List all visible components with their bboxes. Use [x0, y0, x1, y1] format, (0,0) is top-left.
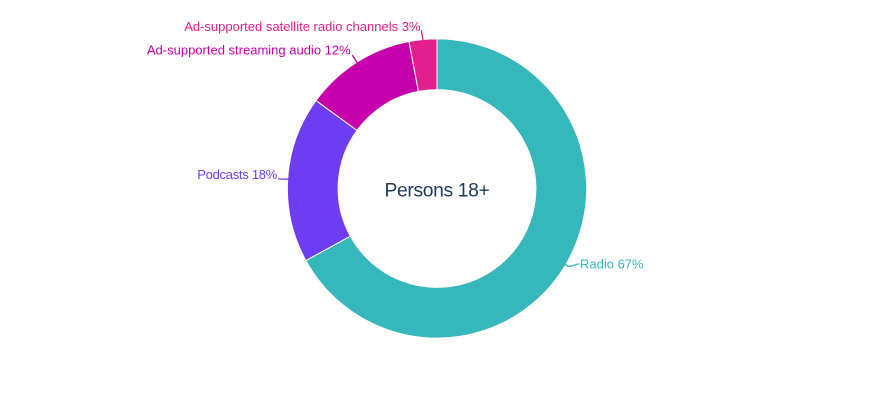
svg-text:Podcasts 18%: Podcasts 18% — [197, 167, 277, 182]
svg-text:Radio 67%: Radio 67% — [580, 257, 644, 272]
svg-text:Ad-supported streaming audio 1: Ad-supported streaming audio 12% — [147, 43, 351, 58]
svg-text:Persons 18+: Persons 18+ — [385, 181, 490, 202]
svg-text:Ad-supported satellite radio c: Ad-supported satellite radio channels 3% — [184, 19, 421, 34]
